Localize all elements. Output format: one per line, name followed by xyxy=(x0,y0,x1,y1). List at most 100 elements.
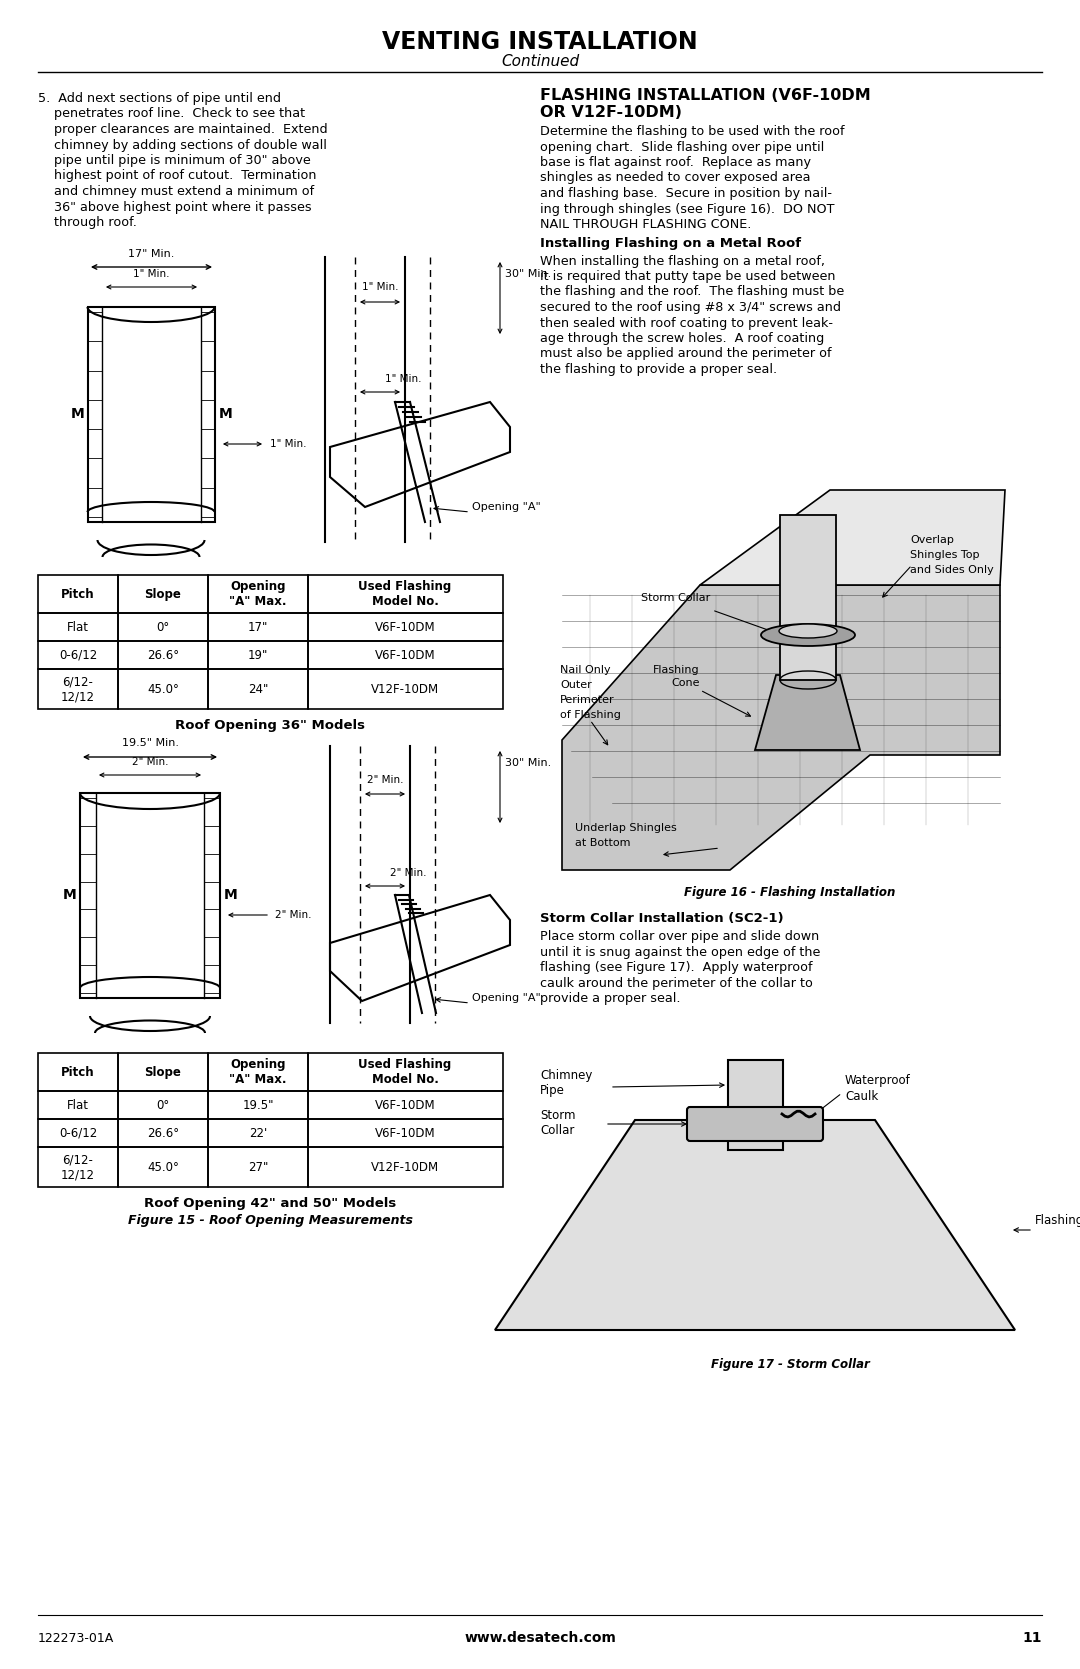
Text: 26.6°: 26.6° xyxy=(147,1127,179,1140)
Text: shingles as needed to cover exposed area: shingles as needed to cover exposed area xyxy=(540,172,810,185)
Text: Chimney: Chimney xyxy=(540,1068,592,1082)
Text: Slope: Slope xyxy=(145,587,181,601)
Text: M: M xyxy=(224,888,238,901)
Text: chimney by adding sections of double wall: chimney by adding sections of double wal… xyxy=(38,139,327,152)
Text: 1" Min.: 1" Min. xyxy=(362,282,399,292)
Ellipse shape xyxy=(779,624,837,638)
Bar xyxy=(80,793,220,998)
Text: 30" Min.: 30" Min. xyxy=(505,758,551,768)
Text: flashing (see Figure 17).  Apply waterproof: flashing (see Figure 17). Apply waterpro… xyxy=(540,961,812,975)
Bar xyxy=(208,613,308,641)
Text: highest point of roof cutout.  Termination: highest point of roof cutout. Terminatio… xyxy=(38,170,316,182)
Text: V6F-10DM: V6F-10DM xyxy=(375,1127,435,1140)
Text: V6F-10DM: V6F-10DM xyxy=(375,621,435,634)
Text: pipe until pipe is minimum of 30" above: pipe until pipe is minimum of 30" above xyxy=(38,154,311,167)
Text: 0°: 0° xyxy=(157,1098,170,1112)
Text: and Sides Only: and Sides Only xyxy=(910,566,994,576)
Bar xyxy=(38,576,118,613)
Bar xyxy=(87,307,215,522)
Text: and chimney must extend a minimum of: and chimney must extend a minimum of xyxy=(38,185,314,199)
Bar xyxy=(118,1147,208,1187)
FancyBboxPatch shape xyxy=(687,1107,823,1142)
Text: the flashing to provide a proper seal.: the flashing to provide a proper seal. xyxy=(540,362,778,376)
Text: NAIL THROUGH FLASHING CONE.: NAIL THROUGH FLASHING CONE. xyxy=(540,219,752,230)
Text: V12F-10DM: V12F-10DM xyxy=(370,683,440,696)
Text: 1" Min.: 1" Min. xyxy=(270,439,307,449)
Bar xyxy=(308,1147,503,1187)
Text: 0°: 0° xyxy=(157,621,170,634)
Bar xyxy=(308,1092,503,1118)
Bar xyxy=(208,641,308,669)
Text: 19": 19" xyxy=(247,649,268,661)
Bar xyxy=(208,1053,308,1092)
Bar xyxy=(118,1053,208,1092)
Bar xyxy=(38,613,118,641)
Text: Slope: Slope xyxy=(145,1065,181,1078)
Text: Flat: Flat xyxy=(67,1098,89,1112)
Text: 24": 24" xyxy=(247,683,268,696)
Text: Collar: Collar xyxy=(540,1123,575,1137)
Text: Storm Collar: Storm Collar xyxy=(640,592,710,603)
Text: Flashing: Flashing xyxy=(653,664,700,674)
Text: Cone: Cone xyxy=(672,678,700,688)
Text: Continued: Continued xyxy=(501,55,579,70)
Polygon shape xyxy=(755,674,860,749)
Text: 2" Min.: 2" Min. xyxy=(132,758,168,768)
Text: Overlap: Overlap xyxy=(910,536,954,546)
Bar xyxy=(38,1147,118,1187)
Bar xyxy=(780,516,836,679)
Text: 30" Min.: 30" Min. xyxy=(505,269,551,279)
Bar xyxy=(208,1147,308,1187)
Text: V12F-10DM: V12F-10DM xyxy=(370,1160,440,1173)
Bar xyxy=(38,641,118,669)
Text: 2" Min.: 2" Min. xyxy=(390,868,427,878)
Text: secured to the roof using #8 x 3/4" screws and: secured to the roof using #8 x 3/4" scre… xyxy=(540,300,841,314)
Text: Storm: Storm xyxy=(540,1108,576,1122)
Text: Pipe: Pipe xyxy=(540,1083,565,1097)
Text: Pitch: Pitch xyxy=(62,587,95,601)
Text: Outer: Outer xyxy=(561,679,592,689)
Bar xyxy=(208,669,308,709)
Bar xyxy=(118,1118,208,1147)
Text: the flashing and the roof.  The flashing must be: the flashing and the roof. The flashing … xyxy=(540,285,845,299)
Text: Perimeter: Perimeter xyxy=(561,694,615,704)
Polygon shape xyxy=(562,586,1000,870)
Text: penetrates roof line.  Check to see that: penetrates roof line. Check to see that xyxy=(38,107,306,120)
Text: V6F-10DM: V6F-10DM xyxy=(375,649,435,661)
Text: must also be applied around the perimeter of: must also be applied around the perimete… xyxy=(540,347,832,361)
Bar xyxy=(728,1060,783,1150)
Text: M: M xyxy=(70,407,84,421)
Text: Figure 17 - Storm Collar: Figure 17 - Storm Collar xyxy=(711,1359,869,1370)
Text: 45.0°: 45.0° xyxy=(147,683,179,696)
Bar xyxy=(308,576,503,613)
Text: of Flashing: of Flashing xyxy=(561,709,621,719)
Text: Waterproof: Waterproof xyxy=(845,1073,910,1087)
Polygon shape xyxy=(495,1120,1015,1330)
Bar xyxy=(308,669,503,709)
Polygon shape xyxy=(700,491,1005,586)
Text: and flashing base.  Secure in position by nail-: and flashing base. Secure in position by… xyxy=(540,187,832,200)
Text: 122273-01A: 122273-01A xyxy=(38,1632,114,1644)
Text: OR V12F-10DM): OR V12F-10DM) xyxy=(540,105,681,120)
Text: Opening
"A" Max.: Opening "A" Max. xyxy=(229,1058,287,1087)
Text: 22': 22' xyxy=(248,1127,267,1140)
Text: 45.0°: 45.0° xyxy=(147,1160,179,1173)
Text: Flashing: Flashing xyxy=(1035,1213,1080,1227)
Text: VENTING INSTALLATION: VENTING INSTALLATION xyxy=(382,30,698,53)
Text: Opening
"A" Max.: Opening "A" Max. xyxy=(229,581,287,608)
Bar xyxy=(118,641,208,669)
Text: 36" above highest point where it passes: 36" above highest point where it passes xyxy=(38,200,312,214)
Text: 2" Min.: 2" Min. xyxy=(367,774,403,784)
Text: Opening "A": Opening "A" xyxy=(472,993,541,1003)
Text: Storm Collar Installation (SC2-1): Storm Collar Installation (SC2-1) xyxy=(540,911,784,925)
Text: Underlap Shingles: Underlap Shingles xyxy=(575,823,677,833)
Text: Roof Opening 42" and 50" Models: Roof Opening 42" and 50" Models xyxy=(144,1197,396,1210)
Text: FLASHING INSTALLATION (V6F-10DM: FLASHING INSTALLATION (V6F-10DM xyxy=(540,88,870,103)
Ellipse shape xyxy=(761,624,855,646)
Text: through roof.: through roof. xyxy=(38,215,137,229)
Text: Used Flashing
Model No.: Used Flashing Model No. xyxy=(359,1058,451,1087)
Text: 19.5": 19.5" xyxy=(242,1098,273,1112)
Text: Figure 16 - Flashing Installation: Figure 16 - Flashing Installation xyxy=(685,886,895,900)
Text: age through the screw holes.  A roof coating: age through the screw holes. A roof coat… xyxy=(540,332,824,345)
Text: 27": 27" xyxy=(247,1160,268,1173)
